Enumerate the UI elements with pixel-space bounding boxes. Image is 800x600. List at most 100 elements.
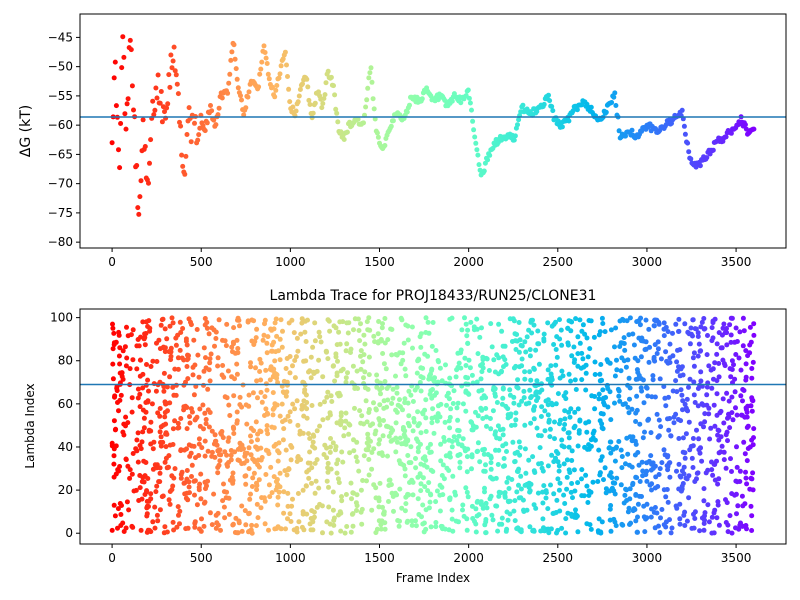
bottom-scatter-point <box>330 440 336 446</box>
bottom-scatter-point <box>381 418 386 423</box>
bottom-scatter-point <box>473 521 479 527</box>
top-scatter-point <box>407 102 412 108</box>
bottom-scatter-point <box>114 388 120 394</box>
bottom-scatter-point <box>714 341 720 347</box>
bottom-scatter-point <box>418 430 424 436</box>
bottom-scatter-point <box>518 495 524 501</box>
bottom-scatter-point <box>389 401 395 406</box>
bottom-scatter-point <box>276 450 282 456</box>
bottom-scatter-point <box>202 453 208 459</box>
bottom-scatter-point <box>702 326 708 332</box>
bottom-scatter-point <box>175 366 181 372</box>
bottom-scatter-point <box>564 486 570 492</box>
bottom-scatter-point <box>474 379 480 385</box>
bottom-scatter-point <box>376 319 382 324</box>
bottom-scatter-point <box>418 388 424 394</box>
bottom-scatter-point <box>464 454 470 460</box>
bottom-scatter-point <box>581 493 587 499</box>
bottom-scatter-point <box>209 522 215 528</box>
bottom-scatter-point <box>308 354 314 360</box>
top-scatter-point <box>367 70 373 76</box>
bottom-y-tick-label: 40 <box>58 440 73 454</box>
bottom-scatter-point <box>454 405 460 411</box>
bottom-scatter-point <box>427 499 433 505</box>
bottom-scatter-point <box>264 387 270 393</box>
bottom-scatter-point <box>281 489 287 495</box>
bottom-scatter-point <box>380 321 385 327</box>
bottom-scatter-point <box>674 389 680 395</box>
bottom-scatter-point <box>723 432 729 438</box>
bottom-scatter-point <box>299 316 305 322</box>
bottom-scatter-point <box>324 445 330 451</box>
bottom-scatter-point <box>649 394 655 400</box>
top-scatter-point <box>390 118 396 124</box>
bottom-scatter-point <box>242 453 248 459</box>
bottom-scatter-point <box>433 520 439 525</box>
bottom-scatter-point <box>585 354 591 360</box>
bottom-scatter-point <box>258 389 264 395</box>
bottom-scatter-point <box>146 388 151 394</box>
bottom-scatter-point <box>189 409 195 415</box>
bottom-scatter-point <box>256 477 262 483</box>
bottom-scatter-point <box>501 456 507 461</box>
bottom-scatter-point <box>439 378 445 384</box>
bottom-scatter-point <box>423 415 429 421</box>
bottom-scatter-point <box>367 327 373 333</box>
bottom-scatter-point <box>216 317 222 323</box>
bottom-scatter-point <box>553 401 559 407</box>
bottom-scatter-point <box>734 412 740 418</box>
bottom-x-tick-label: 2000 <box>453 551 484 565</box>
bottom-scatter-point <box>304 406 310 412</box>
bottom-scatter-point <box>514 449 520 455</box>
top-scatter-point <box>474 147 480 153</box>
bottom-scatter-point <box>450 528 456 534</box>
bottom-scatter-point <box>709 514 715 520</box>
bottom-scatter-point <box>406 388 412 394</box>
bottom-scatter-point <box>343 418 349 424</box>
bottom-scatter-point <box>366 372 372 378</box>
top-scatter-point <box>485 157 491 163</box>
bottom-scatter-point <box>220 498 226 504</box>
bottom-scatter-point <box>334 420 340 426</box>
bottom-scatter-point <box>410 399 416 404</box>
bottom-scatter-point <box>634 367 640 373</box>
top-scatter-point <box>541 101 547 107</box>
bottom-scatter-point <box>381 398 387 404</box>
bottom-scatter-point <box>111 330 117 336</box>
bottom-scatter-point <box>250 390 256 396</box>
bottom-scatter-point <box>302 329 308 335</box>
bottom-scatter-point <box>646 359 652 365</box>
bottom-scatter-point <box>729 410 735 416</box>
bottom-scatter-point <box>473 506 479 512</box>
bottom-scatter-point <box>237 394 243 400</box>
bottom-scatter-point <box>169 473 175 479</box>
bottom-scatter-point <box>186 316 192 322</box>
bottom-scatter-point <box>656 523 661 529</box>
bottom-scatter-point <box>382 526 388 532</box>
bottom-scatter-point <box>110 325 116 331</box>
bottom-scatter-point <box>360 359 366 365</box>
bottom-scatter-point <box>708 367 714 373</box>
bottom-scatter-point <box>303 339 309 344</box>
bottom-scatter-point <box>170 519 176 525</box>
bottom-scatter-point <box>674 368 680 374</box>
bottom-scatter-point <box>394 384 400 390</box>
bottom-scatter-point <box>616 393 622 399</box>
bottom-scatter-point <box>302 389 307 395</box>
bottom-scatter-point <box>224 395 230 401</box>
bottom-scatter-point <box>654 510 660 516</box>
bottom-scatter-point <box>263 381 269 387</box>
bottom-scatter-point <box>513 410 519 416</box>
bottom-scatter-point <box>366 354 372 360</box>
bottom-scatter-point <box>186 442 192 448</box>
top-scatter-point <box>256 84 262 90</box>
bottom-scatter-point <box>228 452 234 458</box>
top-scatter-point <box>316 89 321 95</box>
top-y-axis-label: ΔG (kT) <box>18 105 34 157</box>
bottom-scatter-point <box>599 454 605 460</box>
top-scatter-point <box>274 83 280 88</box>
bottom-scatter-point <box>226 495 232 501</box>
bottom-scatter-point <box>202 322 208 328</box>
bottom-scatter-point <box>324 478 330 484</box>
bottom-scatter-point <box>555 527 561 533</box>
